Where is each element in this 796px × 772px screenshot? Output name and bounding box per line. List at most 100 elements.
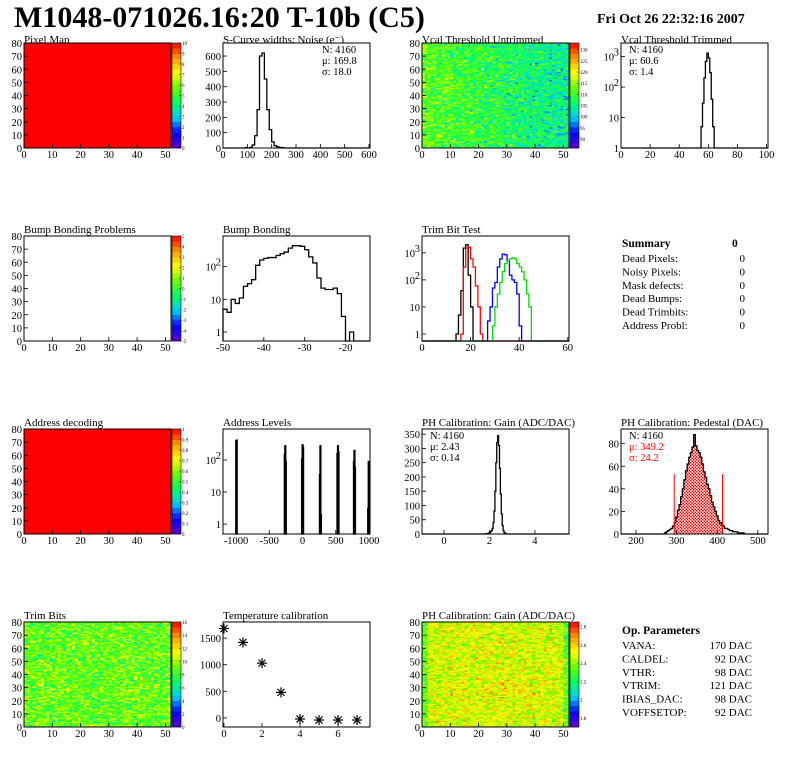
heatmap-cell: [453, 71, 457, 74]
heatmap-cell: [475, 60, 479, 62]
heatmap-cell: [461, 119, 465, 121]
heatmap-cell: [430, 108, 434, 111]
heatmap-cell: [436, 137, 440, 140]
heatmap-cell: [489, 49, 493, 52]
heatmap-cell: [467, 48, 471, 50]
palette-swatch: [172, 314, 181, 321]
y-tick-label: 0: [17, 144, 22, 155]
heatmap-cell: [450, 65, 454, 67]
heatmap-cell: [478, 140, 482, 142]
heatmap-cell: [447, 128, 451, 130]
heatmap-cell: [424, 78, 428, 81]
heatmap-cell: [509, 141, 513, 144]
heatmap-cell: [495, 66, 499, 69]
heatmap-cell: [467, 103, 471, 105]
heatmap-cell: [467, 111, 471, 113]
heatmap-cell: [433, 137, 437, 140]
heatmap-cell: [455, 77, 460, 79]
heatmap-cell: [481, 102, 485, 104]
heatmap-cell: [438, 120, 443, 123]
heatmap-cell: [436, 69, 440, 71]
heatmap-cell: [472, 120, 477, 123]
heatmap-cell: [492, 136, 496, 138]
heatmap-cell: [489, 87, 493, 90]
heatmap-cell: [464, 60, 468, 62]
heatmap-cell: [441, 129, 445, 132]
heatmap-cell: [470, 130, 474, 133]
heatmap-cell: [515, 123, 519, 125]
heatmap-cell: [520, 90, 525, 92]
heatmap-cell: [489, 111, 493, 113]
heatmap-cell: [453, 125, 457, 128]
heatmap-cell: [478, 99, 482, 102]
heatmap-cell: [436, 57, 440, 60]
heatmap-cell: [458, 120, 462, 123]
heatmap-cell: [450, 119, 454, 121]
heatmap-cell: [472, 133, 477, 136]
heatmap-cell: [489, 125, 493, 128]
heatmap-cell: [430, 136, 434, 138]
heatmap-cell: [509, 98, 513, 100]
heatmap-cell: [470, 116, 474, 119]
heatmap-cell: [453, 124, 457, 126]
heatmap-cell: [436, 99, 440, 102]
heatmap-cell: [453, 116, 457, 119]
heatmap-cell: [433, 58, 437, 61]
heatmap-cell: [509, 136, 513, 138]
heatmap-cell: [450, 123, 454, 125]
heatmap-cell: [484, 87, 488, 90]
heatmap-cell: [444, 87, 448, 90]
heatmap-cell: [509, 48, 513, 50]
heatmap-cell: [512, 140, 516, 142]
palette-tick-label: 7: [182, 74, 185, 79]
heatmap-cell: [481, 78, 485, 81]
palette-tick-label: 4: [182, 105, 185, 110]
heatmap-cell: [481, 65, 485, 67]
heatmap-cell: [438, 56, 443, 58]
heatmap-cell: [489, 107, 493, 109]
heatmap-cell: [487, 103, 491, 105]
heatmap-cell: [520, 132, 525, 134]
heatmap-cell: [458, 92, 462, 95]
heatmap-cell: [501, 140, 505, 142]
heatmap-cell: [481, 90, 485, 92]
heatmap-cell: [467, 49, 471, 52]
heatmap-cell: [433, 52, 437, 54]
heatmap-cell: [503, 78, 508, 81]
heatmap-cell: [515, 87, 519, 90]
heatmap-cell: [518, 98, 522, 100]
heatmap-cell: [453, 121, 457, 124]
heatmap-cell: [461, 52, 465, 54]
heatmap-cell: [447, 144, 451, 146]
heatmap-cell: [441, 134, 445, 137]
heatmap-cell: [501, 57, 505, 60]
heatmap-cell: [422, 136, 426, 138]
heatmap-cell: [509, 64, 513, 66]
histogram-bin: [337, 451, 340, 535]
heatmap-cell: [512, 130, 516, 133]
heatmap-cell: [495, 91, 499, 94]
heatmap-cell: [441, 95, 445, 98]
heatmap-cell: [503, 102, 508, 104]
palette-swatch: [172, 246, 181, 253]
heatmap-cell: [515, 134, 519, 137]
heatmap-cell: [450, 45, 454, 48]
heatmap-cell: [430, 104, 434, 107]
heatmap-cell: [464, 142, 468, 145]
heatmap-cell: [458, 123, 462, 125]
heatmap-cell: [509, 100, 513, 103]
heatmap-cell: [495, 92, 499, 95]
heatmap-cell: [427, 137, 431, 140]
heatmap-cell: [447, 108, 451, 111]
heatmap-cell: [509, 77, 513, 79]
heatmap-cell: [438, 49, 443, 52]
heatmap-cell: [433, 78, 437, 81]
heatmap-cell: [433, 74, 437, 77]
plot-background: [223, 236, 370, 341]
heatmap-cell: [455, 119, 460, 121]
heatmap-cell: [478, 104, 482, 107]
heatmap-cell: [467, 102, 471, 104]
heatmap-cell: [506, 145, 510, 147]
palette-swatch: [172, 251, 181, 258]
heatmap-cell: [515, 67, 519, 70]
